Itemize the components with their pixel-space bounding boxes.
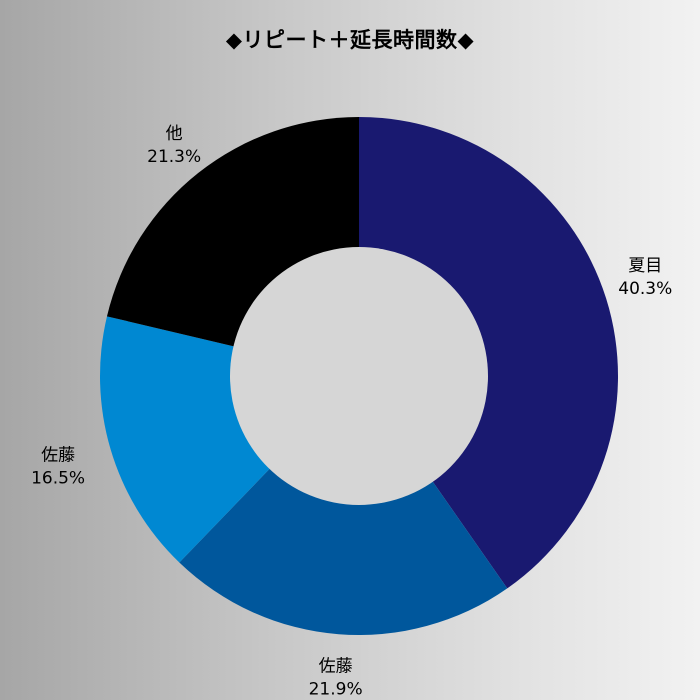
- slice-name-label: 他: [166, 124, 183, 144]
- donut-slice: [179, 376, 508, 635]
- slice-value-label: 40.3%: [618, 279, 672, 299]
- slice-label: 佐藤 16.5%: [31, 446, 85, 489]
- slice-name-label: 夏目: [628, 256, 662, 276]
- chart-title: ◆リピート＋延長時間数◆: [225, 28, 475, 52]
- slice-label: 佐藤 21.9%: [309, 657, 363, 700]
- donut-slice: [359, 117, 618, 589]
- slice-value-label: 16.5%: [31, 469, 85, 489]
- donut-hole: [230, 247, 488, 505]
- slice-name-label: 佐藤: [319, 657, 353, 677]
- slice-name-label: 佐藤: [41, 446, 75, 466]
- slice-label: 夏目 40.3%: [618, 256, 672, 299]
- slice-label: 他 21.3%: [147, 124, 201, 167]
- slice-value-label: 21.9%: [309, 680, 363, 700]
- slice-value-label: 21.3%: [147, 147, 201, 167]
